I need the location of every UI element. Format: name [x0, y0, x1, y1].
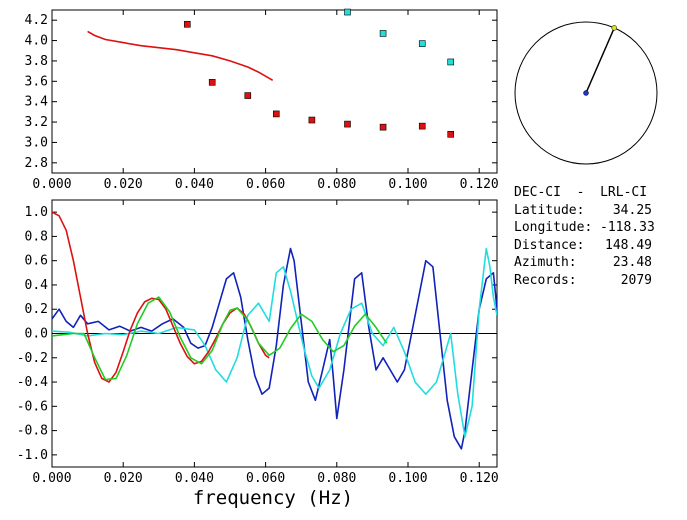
compass-circle — [514, 21, 658, 165]
top-y-tick-label: 3.6 — [25, 74, 48, 89]
bottom-x-tick-label: 0.100 — [388, 471, 427, 486]
top-point-cyan — [344, 8, 351, 16]
bottom-y-tick-label: 0.0 — [25, 327, 48, 342]
bottom-line-blue — [52, 247, 497, 450]
top-x-tick-label: 0.080 — [317, 177, 356, 192]
bottom-y-tick-label: 1.0 — [25, 205, 48, 220]
top-y-tick-label: 4.0 — [25, 34, 48, 49]
bottom-line-green — [52, 296, 388, 381]
top-line-red — [87, 30, 274, 81]
top-point-cyan — [379, 30, 387, 37]
bottom-y-tick-label: -1.0 — [17, 448, 48, 463]
info-row-distance: Distance: 148.49 — [514, 237, 652, 255]
bottom-y-tick-label: -0.6 — [17, 399, 48, 414]
info-value: 2079 — [620, 272, 652, 288]
info-key: Latitude: — [514, 202, 585, 218]
bottom-y-tick-label: 0.2 — [25, 302, 48, 317]
top-point-cyan — [418, 40, 426, 47]
station-info-panel: DEC-CI - LRL-CI Latitude: 34.25 Longitude… — [514, 184, 655, 290]
top-point-red — [208, 79, 216, 86]
top-y-tick-label: 3.2 — [25, 115, 48, 130]
bottom-y-tick-label: 0.8 — [25, 229, 48, 244]
bottom-x-tick-label: 0.000 — [32, 471, 71, 486]
bottom-x-tick-label: 0.120 — [460, 471, 499, 486]
top-x-tick-label: 0.120 — [460, 177, 499, 192]
top-point-red — [418, 122, 426, 130]
station-pair-title: DEC-CI - LRL-CI — [514, 185, 648, 200]
top-y-tick-label: 4.2 — [25, 13, 48, 28]
origin-station-dot — [583, 90, 589, 96]
top-y-tick-label: 3.0 — [25, 135, 48, 150]
top-point-red — [344, 120, 351, 128]
info-row-latitude: Latitude: 34.25 — [514, 202, 652, 220]
top-point-red — [272, 110, 280, 118]
info-row-longitude: Longitude: -118.33 — [514, 219, 655, 237]
bottom-correlation-plot: 0.000 0.020 0.040 0.060 0.080 0.100 0.120 1.0 0.… — [17, 199, 499, 486]
top-velocity-plot: 0.000 0.020 0.040 0.060 0.080 0.100 0.120 2.8 3.… — [25, 8, 499, 192]
top-x-tick-label: 0.100 — [388, 177, 427, 192]
top-y-tick-label: 3.4 — [25, 95, 49, 110]
top-point-red — [447, 130, 455, 138]
bottom-x-tick-label: 0.020 — [104, 471, 143, 486]
top-y-tick-label: 2.8 — [25, 156, 48, 171]
target-station-dot — [611, 25, 618, 31]
bottom-y-tick-label: -0.4 — [17, 375, 48, 390]
top-y-tick-label: 3.8 — [25, 54, 48, 69]
top-point-cyan — [447, 58, 455, 66]
info-key: Longitude: — [514, 220, 593, 235]
info-value: 34.25 — [612, 202, 652, 218]
top-point-red — [308, 116, 316, 124]
bottom-line-cyan — [52, 247, 497, 438]
info-value: 148.49 — [605, 237, 652, 253]
top-x-tick-label: 0.020 — [104, 177, 143, 192]
bottom-y-tick-label: 0.4 — [25, 278, 49, 293]
bottom-x-tick-label: 0.080 — [317, 471, 356, 486]
top-x-tick-label: 0.040 — [175, 177, 214, 192]
info-key: Azimuth: — [514, 255, 577, 270]
top-frame — [51, 9, 498, 174]
info-value: 23.48 — [612, 255, 652, 270]
azimuth-line — [585, 27, 615, 94]
bottom-y-tick-label: 0.6 — [25, 254, 48, 269]
bottom-y-tick-label: -0.2 — [17, 351, 48, 366]
x-axis-label: frequency (Hz) — [193, 487, 353, 509]
top-x-tick-label: 0.000 — [32, 177, 71, 192]
bottom-x-tick-label: 0.040 — [175, 471, 214, 486]
bottom-x-tick-label: 0.060 — [246, 471, 285, 486]
info-row-records: Records: 2079 — [514, 272, 652, 290]
top-point-red — [379, 123, 387, 131]
bottom-y-tick-label: -0.8 — [17, 424, 48, 439]
top-point-red — [244, 92, 252, 99]
azimuth-compass — [514, 21, 658, 165]
info-row-azimuth: Azimuth: 23.48 — [514, 254, 652, 272]
info-key: Distance: — [514, 237, 585, 253]
top-point-red — [183, 20, 191, 28]
info-value: -118.33 — [600, 220, 655, 235]
top-x-tick-label: 0.060 — [246, 177, 285, 192]
info-key: Records: — [514, 272, 577, 288]
